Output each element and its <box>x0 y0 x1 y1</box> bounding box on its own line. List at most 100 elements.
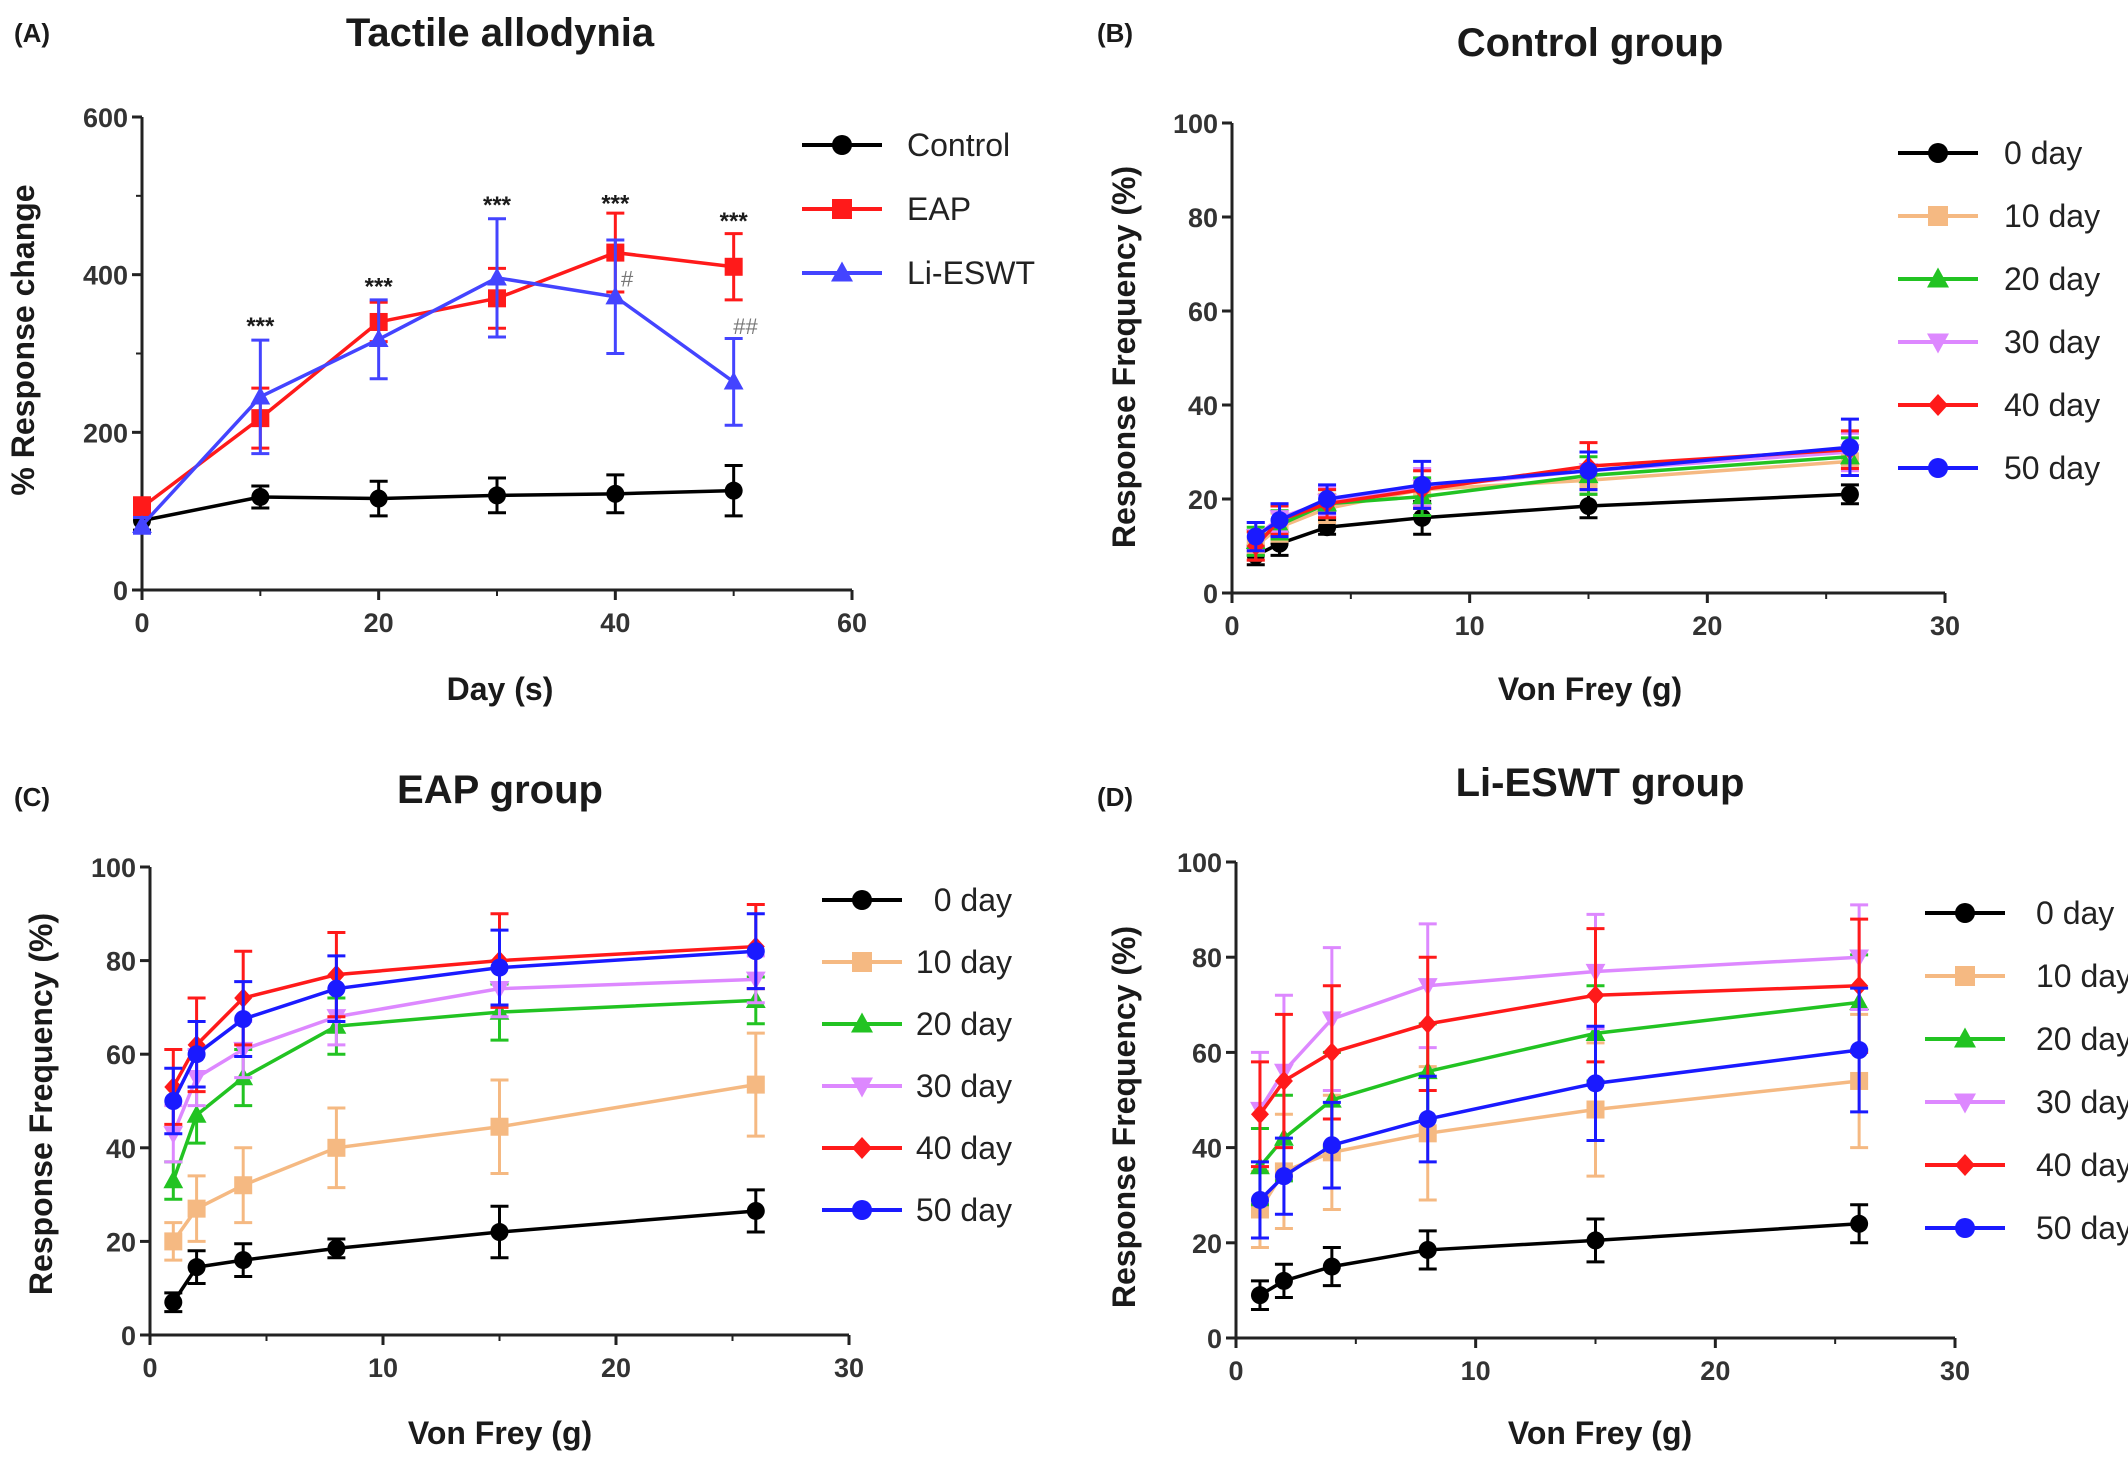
y-tick-label: 200 <box>83 418 128 448</box>
legend-marker <box>1954 1027 1976 1048</box>
legend-label: 50 day <box>2036 1210 2128 1246</box>
x-tick-label: 30 <box>1940 1356 1970 1386</box>
series-line <box>1254 445 1851 539</box>
data-point <box>746 942 765 961</box>
series-30-day <box>1245 431 1860 553</box>
series-line <box>171 949 756 1102</box>
series-line <box>171 998 756 1182</box>
data-point <box>490 958 509 977</box>
legend-label: Li-ESWT <box>907 255 1035 291</box>
legend-entry: 30 day <box>822 1068 1012 1104</box>
plot-area: 0 20 40 60 80 100 0 10 20 30 <box>1177 848 1970 1386</box>
data-point <box>234 1010 253 1029</box>
y-tick-label: 0 <box>113 576 128 606</box>
legend-label: 30 day <box>2036 1084 2128 1120</box>
legend-entry: 10 day <box>1898 198 2100 234</box>
data-point <box>164 1293 183 1312</box>
legend-entry: Control <box>802 127 1010 163</box>
significance-annotation: ## <box>733 314 758 339</box>
x-axis-label: Day (s) <box>447 671 554 707</box>
legend-entry: 20 day <box>822 1006 1012 1042</box>
data-point <box>368 328 389 347</box>
panel-b: (B) Control group Von Frey (g) Response … <box>1097 18 2100 707</box>
x-tick-label: 40 <box>600 608 630 638</box>
series-control <box>133 463 743 532</box>
y-tick-label: 0 <box>1207 1324 1222 1354</box>
data-point <box>1274 1071 1293 1091</box>
legend-label: 10 day <box>2036 958 2128 994</box>
panel-label: (A) <box>14 18 50 48</box>
y-tick-label: 60 <box>106 1040 136 1070</box>
data-point <box>1274 1167 1293 1186</box>
legend-label: 40 day <box>2036 1147 2128 1183</box>
series-20-day <box>1250 953 1870 1207</box>
data-point <box>132 515 152 534</box>
panel-c: (C) EAP group Von Frey (g) Response Freq… <box>14 768 1012 1451</box>
legend-label: EAP <box>907 191 971 227</box>
y-tick-label: 60 <box>1188 297 1218 327</box>
data-point <box>1250 1104 1269 1125</box>
data-point <box>187 1045 206 1064</box>
data-point <box>186 1104 207 1123</box>
panel-a: (A) Tactile allodynia Day (s) % Response… <box>5 11 1035 707</box>
data-point <box>1586 1231 1605 1250</box>
legend-entry: 30 day <box>1925 1084 2128 1120</box>
legend-marker <box>851 1012 873 1033</box>
legend-label: 20 day <box>2004 261 2100 297</box>
y-tick-label: 600 <box>83 103 128 133</box>
legend-entry: 50 day <box>1898 450 2100 486</box>
panel-label: (C) <box>14 782 50 812</box>
legend-entry: 40 day <box>1898 387 2100 423</box>
legend-label: 0 day <box>2036 895 2114 931</box>
y-axis-label: Response Frequency (%) <box>1106 166 1142 548</box>
data-point <box>606 484 625 503</box>
x-axis-label: Von Frey (g) <box>408 1415 592 1451</box>
data-point <box>1850 1214 1869 1233</box>
data-point <box>234 1251 253 1270</box>
legend-marker <box>1954 1093 1976 1114</box>
legend-label: 20 day <box>916 1006 1012 1042</box>
data-point <box>1322 1136 1341 1155</box>
legend-label: 50 day <box>2004 450 2100 486</box>
panel-label: (D) <box>1097 782 1133 812</box>
data-point <box>724 481 743 500</box>
x-tick-label: 20 <box>1692 611 1722 641</box>
legend-label: 40 day <box>916 1130 1012 1166</box>
legend-label: 50 day <box>916 1192 1012 1228</box>
series-20-day <box>163 975 766 1201</box>
x-tick-label: 30 <box>1930 611 1960 641</box>
data-point <box>724 257 743 276</box>
legend-marker <box>1928 206 1948 226</box>
series-50-day <box>1250 986 1869 1240</box>
data-point <box>1586 1074 1605 1093</box>
chart-title: EAP group <box>397 768 603 812</box>
legend-entry: Li-ESWT <box>802 255 1035 291</box>
y-tick-label: 100 <box>1177 848 1222 878</box>
legend-label: 30 day <box>2004 324 2100 360</box>
legend: 0 day 10 day 20 day 30 day 40 day 50 day <box>1925 895 2128 1246</box>
data-point <box>1250 1190 1269 1209</box>
legend: 0 day 10 day 20 day 30 day 40 day 50 day <box>822 882 1012 1228</box>
data-point <box>1246 527 1265 546</box>
data-point <box>1250 1286 1269 1305</box>
series-50-day <box>1246 417 1859 553</box>
data-point <box>1840 485 1859 504</box>
data-point <box>746 1075 765 1094</box>
x-tick-label: 20 <box>1700 1356 1730 1386</box>
y-tick-label: 80 <box>1192 943 1222 973</box>
legend-marker <box>1927 267 1949 288</box>
data-point <box>1850 1041 1869 1060</box>
data-point <box>163 1170 184 1189</box>
legend-entry: 10 day <box>822 944 1012 980</box>
significance-annotation: *** <box>720 208 749 235</box>
x-tick-label: 10 <box>1455 611 1485 641</box>
legend-marker <box>1928 458 1948 478</box>
significance-annotation: *** <box>601 191 630 218</box>
legend-marker <box>831 261 853 282</box>
legend-marker <box>851 1077 873 1098</box>
data-point <box>1270 511 1289 530</box>
legend-marker <box>832 135 852 155</box>
data-point <box>487 267 507 286</box>
series-li-eswt <box>132 217 744 535</box>
